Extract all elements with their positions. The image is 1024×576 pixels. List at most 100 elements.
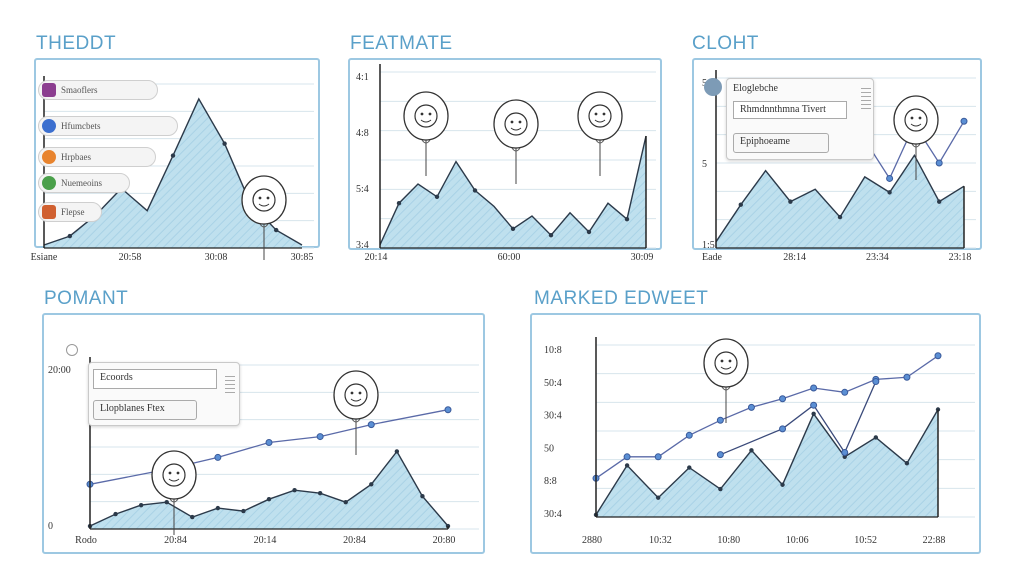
x-tick-label: 10:80 [717,535,740,546]
doodle-face-icon [493,99,539,184]
data-point [510,226,516,231]
series-point [214,453,222,461]
series-point [841,449,849,456]
y-tick-label: 30:4 [544,411,562,422]
series-point [886,174,894,182]
data-point [266,496,272,502]
doodle-face-icon [893,95,939,180]
data-point [811,411,816,416]
legend-label: Hfumcbets [61,121,101,131]
x-tick-label: 30:08 [205,252,228,263]
data-point [718,486,723,492]
legend-row[interactable]: Hfumcbets [38,116,178,136]
y-tick-label: 5 [702,159,707,170]
x-tick-label: 30:85 [291,252,314,263]
info-card: Ecoords Llopblanes Ftex [88,362,240,426]
data-point [837,214,843,220]
data-point [780,482,785,487]
x-tick-label: 23:34 [866,252,889,263]
card-field[interactable]: Rhmdnnthmna Tivert [733,101,847,119]
data-point [420,494,425,499]
legend-row[interactable]: Smaoflers [38,80,158,100]
data-point [873,435,879,440]
data-point [138,502,144,508]
series-point [685,431,693,439]
info-card: Eloglebche Rhmdnnthmna Tivert Epiphoeame [726,78,874,160]
legend-label: Nuemeoins [61,178,102,188]
search-icon[interactable] [66,344,78,356]
x-tick-label: 20:58 [119,252,142,263]
data-point [904,461,910,466]
data-point [624,217,630,222]
data-point [624,463,630,468]
card-field[interactable]: Llopblanes Ftex [93,400,197,420]
y-tick-label: 30:4 [544,509,562,520]
area-fill [44,98,302,249]
series-point [716,416,724,424]
y-tick-label: 8:8 [544,476,557,487]
x-tick-label: 20:84 [164,535,187,546]
x-tick-label: 20:80 [433,535,456,546]
x-tick-label: 30:09 [631,252,654,263]
doodle-face-icon [577,91,623,176]
y-tick-label: 4:8 [356,128,369,139]
data-point [396,201,402,206]
data-point [937,199,942,204]
series-point [654,453,662,461]
y-tick-label: 1:5 [702,240,715,251]
y-tick-label: 50:4 [544,378,562,389]
data-point [292,488,297,493]
x-tick-label: 20:84 [343,535,366,546]
series-line [720,381,877,456]
y-tick-label: 5:4 [356,184,369,195]
card-field[interactable]: Epiphoeame [733,133,829,153]
legend-label: Hrpbaes [61,152,91,162]
legend-row[interactable]: Nuemeoins [38,173,130,193]
data-point [738,202,743,207]
chart-2: 20:14 60:00 30:09 4:1 4:8 5:4 3:4 [356,64,656,263]
legend-row[interactable]: Hrpbaes [38,147,156,167]
avatar-icon [704,78,722,96]
series-point [960,117,968,125]
chart-4: Rodo 20:84 20:14 20:84 20:80 20:00 0 [48,357,479,546]
data-point [887,190,892,195]
y-tick-label: 4:1 [356,72,369,83]
x-tick-label: Esiane [31,252,58,263]
data-point [749,448,754,453]
data-point [113,511,118,517]
card-field[interactable]: Ecoords [93,369,217,389]
x-tick-label: 28:14 [783,252,806,263]
data-point [170,153,176,158]
panel-5-title: MARKED EDWEET [534,288,709,309]
area-fill [596,409,938,517]
legend-label: Smaoflers [61,85,98,95]
area-fill [380,136,646,248]
series-line [595,355,939,479]
series-point [623,453,631,461]
menu-icon[interactable] [861,85,871,112]
y-tick-label: 10:8 [544,345,562,356]
x-tick-label: 2880 [582,535,602,546]
series-point [716,451,724,459]
app-icon [42,205,56,219]
data-point [317,491,323,496]
series-point [779,395,787,403]
area-fill [716,155,964,248]
series-point [872,378,880,386]
x-tick-label: 23:18 [949,252,972,263]
data-point [164,499,169,505]
data-point [67,233,72,239]
doodle-face-icon [403,91,449,176]
series-point [316,433,324,441]
data-point [215,505,221,511]
legend-row[interactable]: Flepse [38,202,102,222]
panel-1-title: THEDDT [36,33,117,54]
series-point [265,439,273,447]
series-point [747,403,755,411]
panel-2-title: FEATMATE [350,33,453,54]
menu-icon[interactable] [225,373,235,396]
app-icon [42,83,56,97]
series-point [779,425,787,433]
data-point [343,499,348,505]
